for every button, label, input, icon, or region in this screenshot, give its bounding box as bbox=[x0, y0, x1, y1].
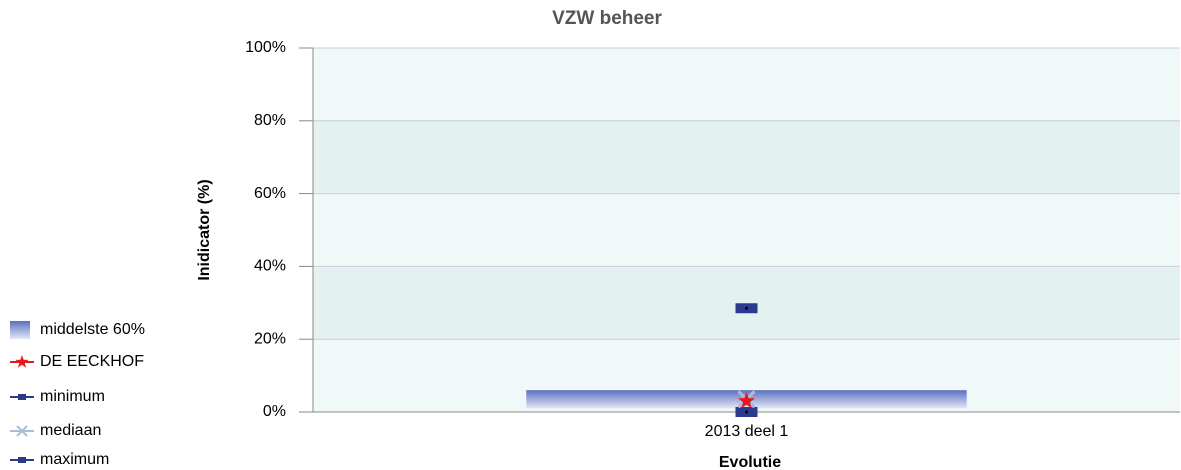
legend-marker bbox=[18, 394, 26, 400]
chart-title: VZW beheer bbox=[552, 8, 662, 29]
plot-band bbox=[313, 266, 1180, 340]
plot-band bbox=[313, 193, 1180, 267]
legend-label: minimum bbox=[40, 388, 105, 405]
legend-label: middelste 60% bbox=[40, 321, 145, 338]
y-tick-label: 60% bbox=[254, 185, 286, 202]
marker-square bbox=[735, 407, 758, 417]
legend-marker bbox=[16, 425, 28, 437]
legend-label: maximum bbox=[40, 451, 109, 468]
marker-square-dot bbox=[745, 410, 748, 414]
y-tick-label: 100% bbox=[245, 39, 286, 56]
x-tick-label: 2013 deel 1 bbox=[705, 423, 789, 440]
legend-label: DE EECKHOF bbox=[40, 353, 144, 370]
legend-item: middelste 60% bbox=[10, 321, 145, 339]
legend-item: minimum bbox=[10, 388, 105, 405]
legend-item: mediaan bbox=[10, 422, 101, 439]
legend-item: DE EECKHOF bbox=[10, 353, 144, 370]
y-tick-label: 0% bbox=[263, 403, 286, 420]
y-axis-label: Inidicator (%) bbox=[196, 179, 213, 280]
legend-label: mediaan bbox=[40, 422, 101, 439]
y-tick-label: 80% bbox=[254, 112, 286, 129]
legend-item: maximum bbox=[10, 451, 109, 468]
plot-band bbox=[313, 120, 1180, 194]
marker-star bbox=[737, 392, 756, 409]
marker-square bbox=[735, 303, 758, 314]
y-tick-label: 40% bbox=[254, 258, 286, 275]
x-axis-label: Evolutie bbox=[719, 454, 781, 470]
plot-band bbox=[313, 48, 1180, 121]
legend-swatch bbox=[10, 321, 30, 339]
marker-square-dot bbox=[745, 306, 748, 310]
y-tick-label: 20% bbox=[254, 330, 286, 347]
legend-marker bbox=[18, 457, 26, 463]
legend-marker bbox=[15, 355, 29, 368]
